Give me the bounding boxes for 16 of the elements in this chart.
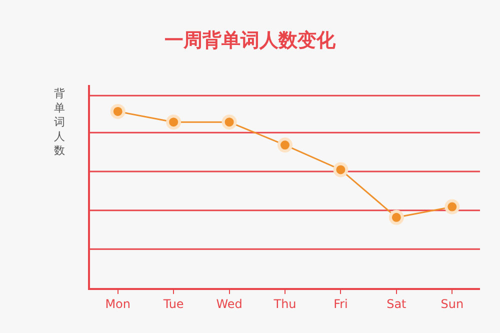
x-tick-label: Sat bbox=[386, 297, 407, 312]
x-tick-label: Wed bbox=[216, 297, 242, 312]
x-tick-label: Sun bbox=[440, 297, 464, 312]
point bbox=[444, 199, 460, 214]
point bbox=[388, 210, 404, 225]
point bbox=[166, 114, 182, 130]
chart-title: 一周背单词人数变化 bbox=[164, 30, 336, 52]
y-axis-title: 背单词人数 bbox=[54, 87, 65, 158]
point bbox=[333, 162, 348, 178]
x-tick-label: Tue bbox=[162, 297, 184, 312]
point bbox=[110, 104, 126, 119]
point bbox=[222, 114, 237, 130]
x-tick-label: Fri bbox=[334, 297, 348, 312]
x-tick-label: Thu bbox=[272, 297, 296, 312]
x-tick-label: Mon bbox=[105, 297, 131, 312]
point bbox=[278, 138, 292, 153]
